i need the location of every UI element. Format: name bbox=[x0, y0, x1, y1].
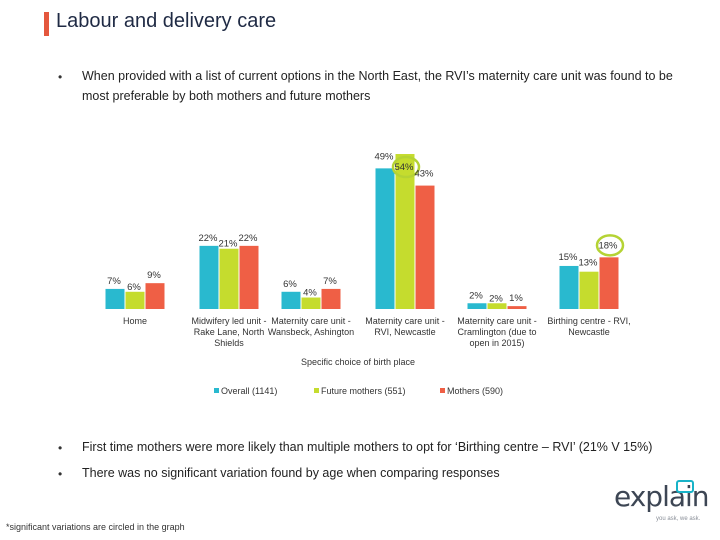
category-label: Midwifery led unit - bbox=[191, 316, 266, 326]
category-label: Cramlington (due to bbox=[457, 327, 536, 337]
title-accent-bar bbox=[44, 12, 49, 36]
logo-tagline: you ask, we ask. bbox=[656, 516, 701, 522]
bar-4-1 bbox=[487, 303, 507, 309]
bar-1-2 bbox=[239, 245, 259, 309]
category-label: Newcastle bbox=[568, 327, 610, 337]
speech-bubble-icon bbox=[676, 480, 694, 493]
data-label: 13% bbox=[578, 258, 598, 269]
bar-2-0 bbox=[281, 291, 301, 309]
x-axis-title: Specific choice of birth place bbox=[301, 357, 415, 367]
bar-1-0 bbox=[199, 245, 219, 309]
bullet-marker: • bbox=[58, 441, 63, 455]
data-label: 7% bbox=[323, 276, 337, 287]
finding-bullet-1: First time mothers were more likely than… bbox=[82, 440, 653, 454]
data-label: 18% bbox=[598, 240, 618, 251]
bar-3-1 bbox=[395, 154, 415, 309]
category-label: Maternity care unit - bbox=[271, 316, 351, 326]
data-label: 21% bbox=[218, 239, 238, 250]
data-label: 22% bbox=[238, 233, 258, 244]
page-title: Labour and delivery care bbox=[56, 10, 277, 32]
bar-5-1 bbox=[579, 271, 599, 309]
legend-swatch bbox=[440, 388, 445, 393]
data-label: 1% bbox=[509, 293, 523, 304]
data-label: 4% bbox=[303, 288, 317, 299]
bar-1-1 bbox=[219, 248, 239, 309]
bar-0-1 bbox=[125, 291, 145, 309]
data-label: 2% bbox=[489, 293, 503, 304]
data-label: 43% bbox=[414, 169, 434, 180]
explain-logo: explain you ask, we ask. bbox=[614, 480, 710, 522]
legend-swatch bbox=[214, 388, 219, 393]
significance-circle bbox=[595, 234, 625, 257]
bar-0-2 bbox=[145, 283, 165, 309]
category-label: Maternity care unit - bbox=[457, 316, 537, 326]
category-label: Birthing centre - RVI, bbox=[547, 316, 630, 326]
logo-wordmark: explain bbox=[614, 480, 710, 513]
footnote: *significant variations are circled in t… bbox=[6, 522, 185, 532]
bar-3-2 bbox=[415, 185, 435, 309]
bar-3-0 bbox=[375, 168, 395, 309]
legend-label: Future mothers (551) bbox=[321, 386, 406, 396]
category-label: RVI, Newcastle bbox=[374, 327, 435, 337]
data-label: 6% bbox=[127, 282, 141, 293]
bar-2-2 bbox=[321, 288, 341, 309]
legend-label: Mothers (590) bbox=[447, 386, 503, 396]
finding-bullet-2: There was no significant variation found… bbox=[82, 466, 500, 480]
bar-5-0 bbox=[559, 265, 579, 309]
bar-0-0 bbox=[105, 288, 125, 309]
category-label: Home bbox=[123, 316, 147, 326]
data-label: 7% bbox=[107, 276, 121, 287]
data-label: 49% bbox=[374, 151, 394, 162]
significance-circle bbox=[391, 155, 421, 179]
bar-4-2 bbox=[507, 306, 527, 309]
bar-2-1 bbox=[301, 297, 321, 309]
category-label: Maternity care unit - bbox=[365, 316, 445, 326]
category-label: open in 2015) bbox=[469, 338, 524, 348]
intro-bullet-text: When provided with a list of current opt… bbox=[82, 69, 673, 103]
bullet-marker: • bbox=[58, 467, 63, 481]
category-label: Rake Lane, North bbox=[194, 327, 265, 337]
category-label: Shields bbox=[214, 338, 244, 348]
category-label: Wansbeck, Ashington bbox=[268, 327, 354, 337]
bar-5-2 bbox=[599, 257, 619, 309]
data-label: 15% bbox=[558, 252, 578, 263]
data-label: 9% bbox=[147, 270, 161, 281]
data-label: 2% bbox=[469, 290, 483, 301]
data-label: 54% bbox=[394, 162, 414, 173]
bullet-marker: • bbox=[58, 70, 63, 84]
legend-swatch bbox=[314, 388, 319, 393]
data-label: 6% bbox=[283, 279, 297, 290]
data-label: 22% bbox=[198, 233, 218, 244]
bar-4-0 bbox=[467, 303, 487, 309]
legend-label: Overall (1141) bbox=[221, 386, 277, 396]
